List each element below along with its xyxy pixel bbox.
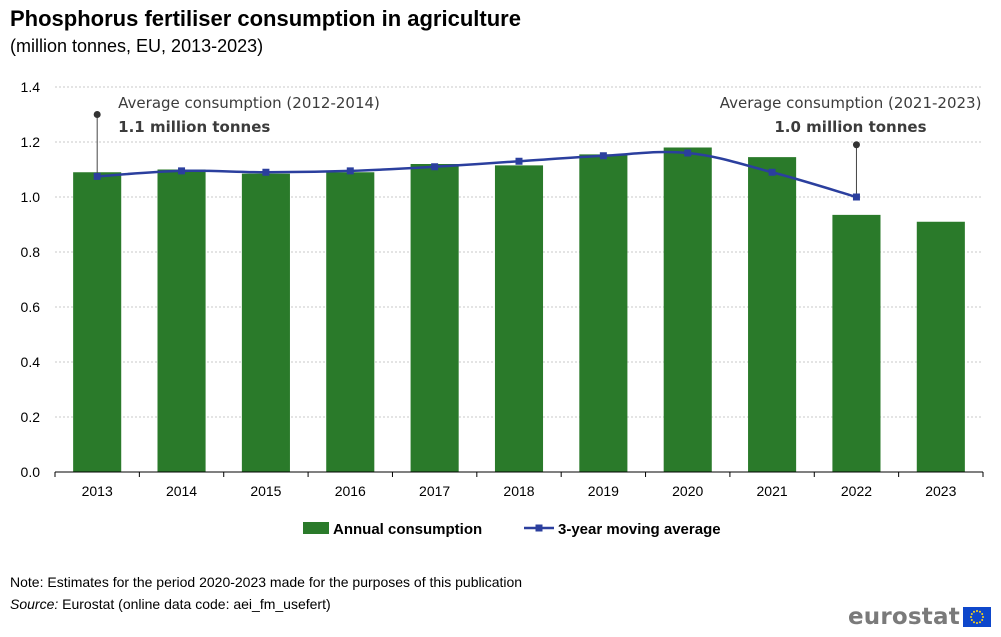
y-tick-label: 0.0	[21, 464, 41, 480]
moving-average-point	[684, 149, 692, 157]
eurostat-logo: eurostat	[848, 604, 991, 630]
moving-average-point	[178, 167, 186, 175]
moving-average-point	[346, 167, 354, 175]
x-tick-label: 2017	[419, 483, 450, 499]
moving-average-point	[768, 168, 776, 176]
bar	[663, 147, 712, 472]
x-tick-label: 2015	[250, 483, 281, 499]
x-tick-label: 2019	[588, 483, 619, 499]
legend-swatch-marker	[535, 524, 543, 532]
bar	[73, 172, 122, 472]
moving-average-point	[515, 157, 523, 165]
y-tick-label: 1.4	[21, 79, 41, 95]
x-tick-label: 2016	[335, 483, 366, 499]
legend-label-annual: Annual consumption	[333, 521, 482, 538]
bar	[579, 154, 628, 472]
bar	[157, 169, 206, 472]
bar	[494, 165, 544, 472]
legend-label-average: 3-year moving average	[558, 521, 721, 538]
annotation-title: Average consumption (2021-2023)	[720, 94, 982, 112]
chart-note: Note: Estimates for the period 2020-2023…	[10, 574, 523, 590]
y-tick-label: 0.2	[21, 409, 41, 425]
annotation-value: 1.0 million tonnes	[774, 118, 926, 136]
x-tick-label: 2014	[166, 483, 197, 499]
x-tick-label: 2013	[82, 483, 113, 499]
source-text: Eurostat (online data code: aei_fm_usefe…	[58, 596, 331, 612]
chart-source: Source: Eurostat (online data code: aei_…	[10, 596, 331, 612]
moving-average-line	[97, 150, 857, 199]
bar	[410, 164, 459, 472]
x-tick-label: 2018	[503, 483, 534, 499]
chart-title: Phosphorus fertiliser consumption in agr…	[10, 6, 521, 31]
y-tick-label: 0.4	[21, 354, 41, 370]
eu-flag-icon	[962, 607, 991, 627]
bar	[326, 172, 375, 472]
bar	[241, 173, 290, 472]
legend-swatch-annual	[303, 522, 329, 534]
moving-average-point	[262, 168, 270, 176]
y-tick-label: 0.8	[21, 244, 41, 260]
moving-average-point	[93, 172, 101, 180]
chart: 0.0 0.2 0.4 0.6 0.8 1.0 1.2 1.4 2013 2014 2015 2016…	[21, 79, 984, 538]
y-tick-label: 0.6	[21, 299, 41, 315]
y-tick-label: 1.0	[21, 189, 41, 205]
annotation-value: 1.1 million tonnes	[118, 118, 270, 136]
bar	[916, 221, 965, 472]
bar	[748, 157, 797, 472]
chart-subtitle: (million tonnes, EU, 2013-2023)	[10, 36, 264, 56]
x-tick-label: 2023	[925, 483, 956, 499]
x-tick-label: 2022	[841, 483, 872, 499]
moving-average-point	[852, 193, 860, 201]
annotation-title: Average consumption (2012-2014)	[118, 94, 380, 112]
bar	[832, 214, 881, 472]
source-label: Source:	[10, 596, 59, 612]
logo-text: eurostat	[848, 604, 960, 630]
annotation-marker	[852, 141, 860, 149]
moving-average-point	[599, 152, 607, 160]
annotation-marker	[93, 111, 101, 118]
moving-average-point	[431, 163, 439, 171]
y-tick-label: 1.2	[21, 134, 41, 150]
x-tick-label: 2020	[672, 483, 703, 499]
x-tick-label: 2021	[757, 483, 788, 499]
